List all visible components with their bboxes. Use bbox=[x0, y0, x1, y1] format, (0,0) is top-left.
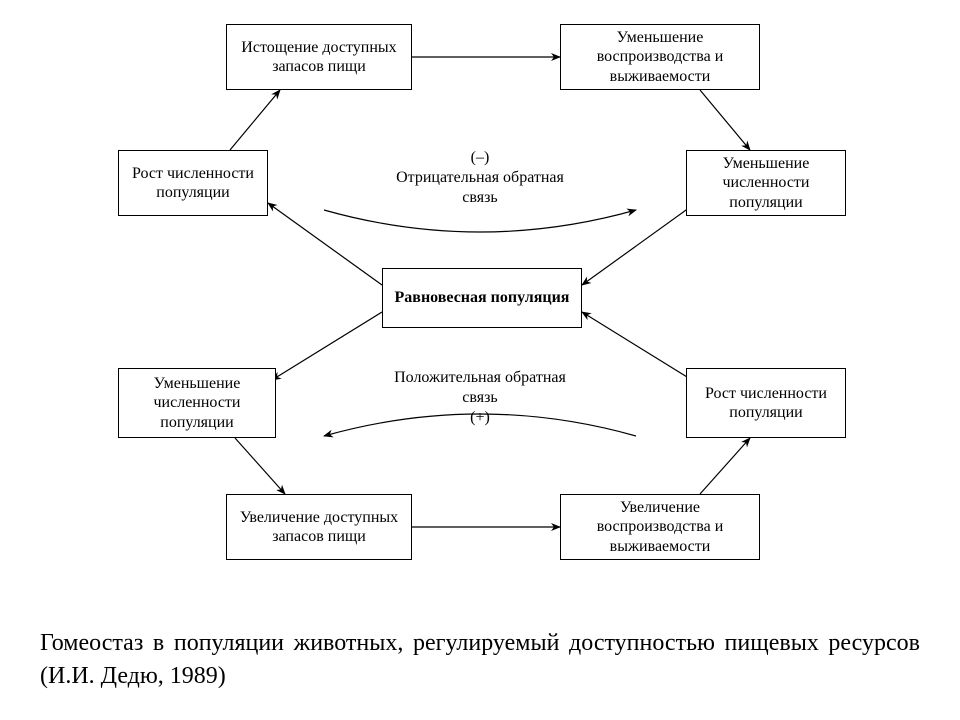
node-top-right: Уменьшение воспроизводства и выживаемост… bbox=[560, 24, 760, 90]
edge-right_upper-to-center bbox=[582, 200, 700, 285]
edge-left_upper-to-top_left bbox=[230, 90, 280, 150]
edge-bottom_right-to-right_lower bbox=[700, 438, 750, 494]
neg-text-2: связь bbox=[330, 188, 630, 208]
node-left-upper: Рост численности популяции bbox=[118, 150, 268, 216]
node-bottom-right: Увеличение воспроизводства и выживаемост… bbox=[560, 494, 760, 560]
negative-feedback-label: (–) Отрицательная обратная связь bbox=[330, 148, 630, 208]
diagram-stage: Истощение доступных запасов пищи Уменьшен… bbox=[0, 0, 960, 720]
node-right-lower: Рост численности популяции bbox=[686, 368, 846, 438]
node-bottom-left: Увеличение доступных запасов пищи bbox=[226, 494, 412, 560]
figure-caption: Гомеостаз в популяции животных, регулиру… bbox=[40, 627, 920, 692]
node-left-lower: Уменьшение численности популяции bbox=[118, 368, 276, 438]
pos-symbol: (+) bbox=[330, 408, 630, 428]
edge-center-to-left_upper bbox=[268, 203, 382, 285]
neg-symbol: (–) bbox=[330, 148, 630, 168]
pos-text-1: Положительная обратная bbox=[330, 368, 630, 388]
pos-text-2: связь bbox=[330, 388, 630, 408]
edge-left_lower-to-bottom_left bbox=[235, 438, 285, 494]
arrows-layer bbox=[0, 0, 960, 720]
edge-top_right-to-right_upper bbox=[700, 90, 750, 150]
node-right-upper: Уменьшение численности популяции bbox=[686, 150, 846, 216]
positive-feedback-label: Положительная обратная связь (+) bbox=[330, 368, 630, 428]
curve-neg_arc bbox=[324, 210, 636, 232]
neg-text-1: Отрицательная обратная bbox=[330, 168, 630, 188]
node-top-left: Истощение доступных запасов пищи bbox=[226, 24, 412, 90]
node-center: Равновесная популяция bbox=[382, 268, 582, 328]
